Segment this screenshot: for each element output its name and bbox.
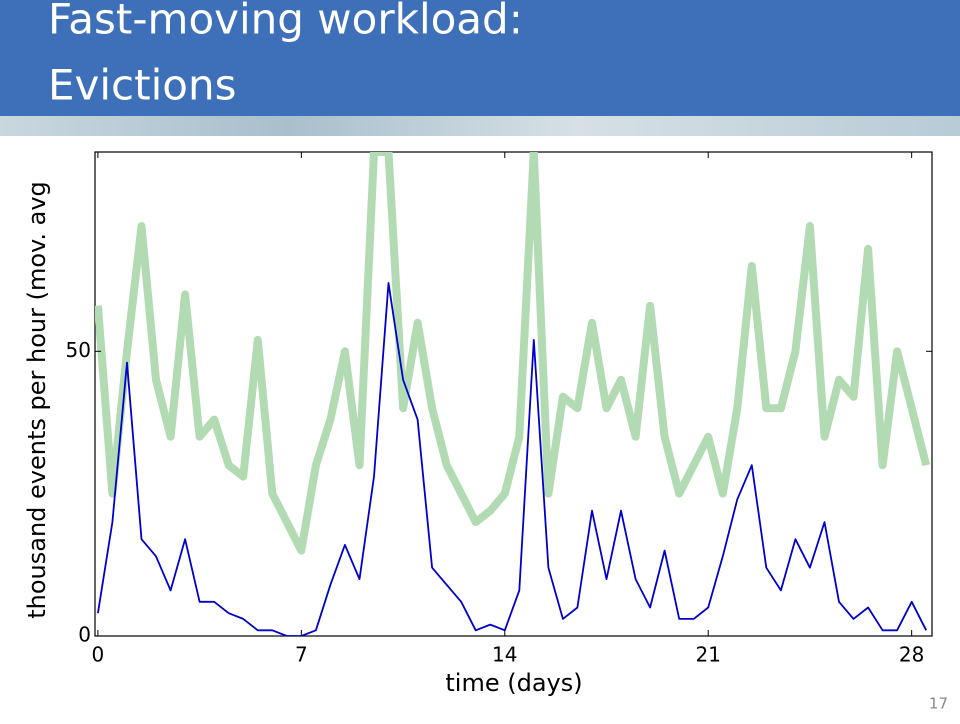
x-tick-label: 7 — [295, 643, 308, 667]
series-line — [95, 152, 931, 555]
header-strip — [0, 116, 960, 136]
y-tick-label: 50 — [66, 338, 91, 362]
slide-title: Evictions — [48, 61, 237, 110]
y-tick-label: 0 — [78, 623, 91, 647]
x-tick-label: 28 — [899, 643, 924, 667]
x-axis-label: time (days) — [445, 669, 582, 697]
header-band — [0, 0, 960, 116]
slide-title: Fast-moving workload: — [48, 0, 523, 44]
series-line — [97, 282, 928, 636]
page-number: 17 — [929, 695, 948, 713]
plot-frame — [94, 151, 933, 637]
x-tick-label: 0 — [92, 643, 105, 667]
y-axis-label: thousand events per hour (mov. avg — [23, 181, 51, 619]
plot-lines — [95, 152, 931, 636]
x-tick-label: 14 — [492, 643, 517, 667]
x-tick-label: 21 — [695, 643, 720, 667]
